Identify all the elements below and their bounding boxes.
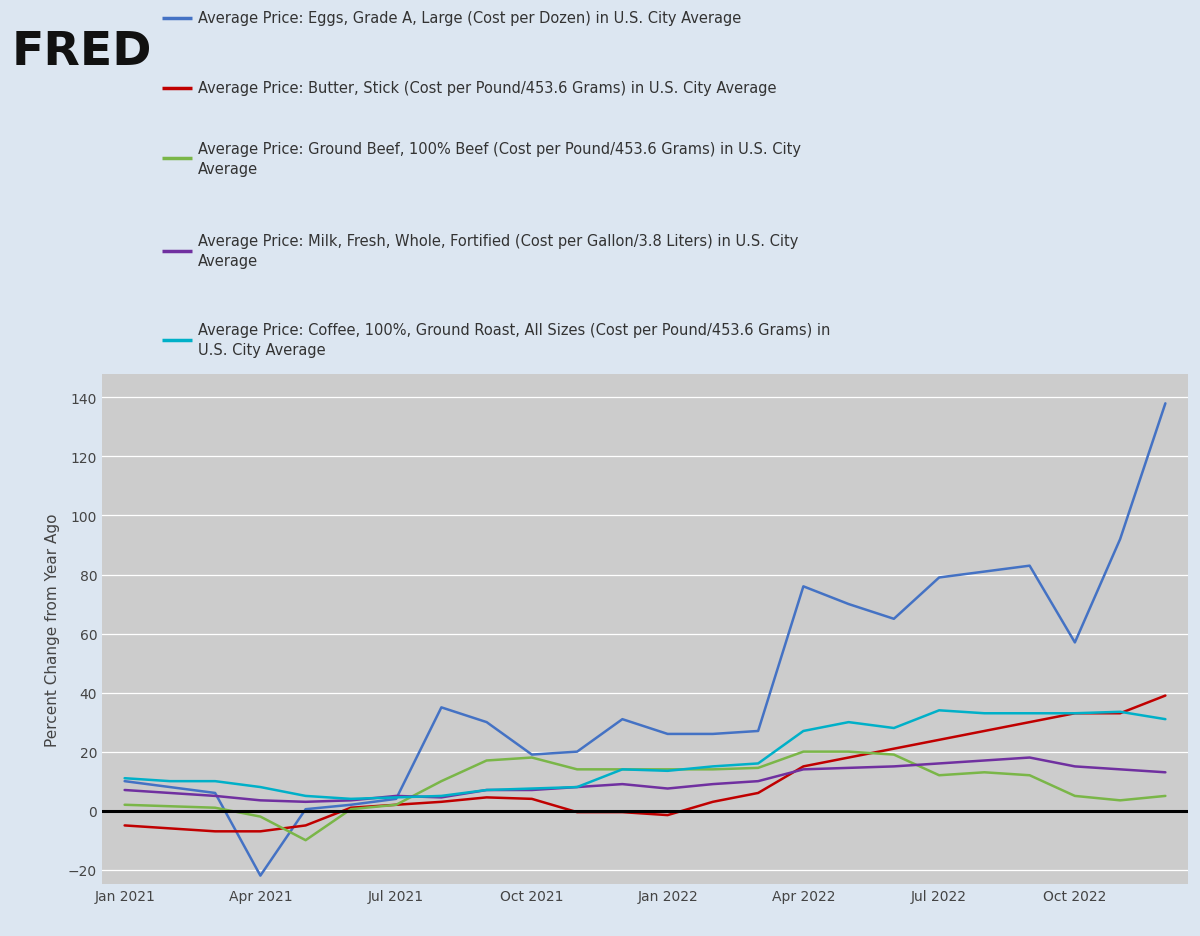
- Text: Average Price: Coffee, 100%, Ground Roast, All Sizes (Cost per Pound/453.6 Grams: Average Price: Coffee, 100%, Ground Roas…: [198, 323, 830, 358]
- Text: Average Price: Eggs, Grade A, Large (Cost per Dozen) in U.S. City Average: Average Price: Eggs, Grade A, Large (Cos…: [198, 11, 742, 26]
- Text: Average Price: Milk, Fresh, Whole, Fortified (Cost per Gallon/3.8 Liters) in U.S: Average Price: Milk, Fresh, Whole, Forti…: [198, 234, 798, 269]
- Text: FRED: FRED: [12, 30, 152, 75]
- Text: Average Price: Ground Beef, 100% Beef (Cost per Pound/453.6 Grams) in U.S. City
: Average Price: Ground Beef, 100% Beef (C…: [198, 141, 802, 176]
- Text: Average Price: Butter, Stick (Cost per Pound/453.6 Grams) in U.S. City Average: Average Price: Butter, Stick (Cost per P…: [198, 81, 776, 96]
- Y-axis label: Percent Change from Year Ago: Percent Change from Year Ago: [44, 513, 60, 746]
